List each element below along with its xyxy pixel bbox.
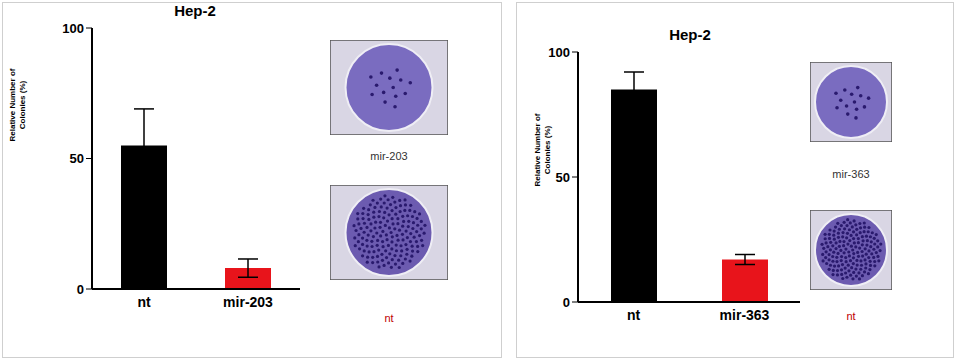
svg-text:mir-363: mir-363 (720, 307, 770, 323)
html-text:Hep-2: Hep-2 (669, 26, 711, 43)
svg-text:100: 100 (548, 45, 570, 60)
svg-text:100: 100 (62, 21, 84, 36)
svg-text:50: 50 (70, 151, 84, 166)
svg-text:0: 0 (77, 282, 84, 297)
html-text:nt: nt (384, 312, 394, 324)
html-text:Relative Number of Colonies (%: Relative Number of Colonies (%) (8, 68, 27, 142)
html-text:mir-363: mir-363 (832, 168, 870, 180)
html-text:mir-203: mir-203 (370, 150, 408, 162)
svg-text:0: 0 (563, 295, 570, 310)
svg-text:mir-203: mir-203 (223, 294, 273, 310)
html-text:Hep-2: Hep-2 (174, 2, 216, 19)
svg-text:50: 50 (556, 170, 570, 185)
html-text:nt: nt (846, 310, 856, 322)
svg-text:nt: nt (627, 307, 641, 323)
html-text:Relative Number of Colonies (%: Relative Number of Colonies (%) (533, 113, 552, 187)
svg-text:nt: nt (137, 294, 151, 310)
